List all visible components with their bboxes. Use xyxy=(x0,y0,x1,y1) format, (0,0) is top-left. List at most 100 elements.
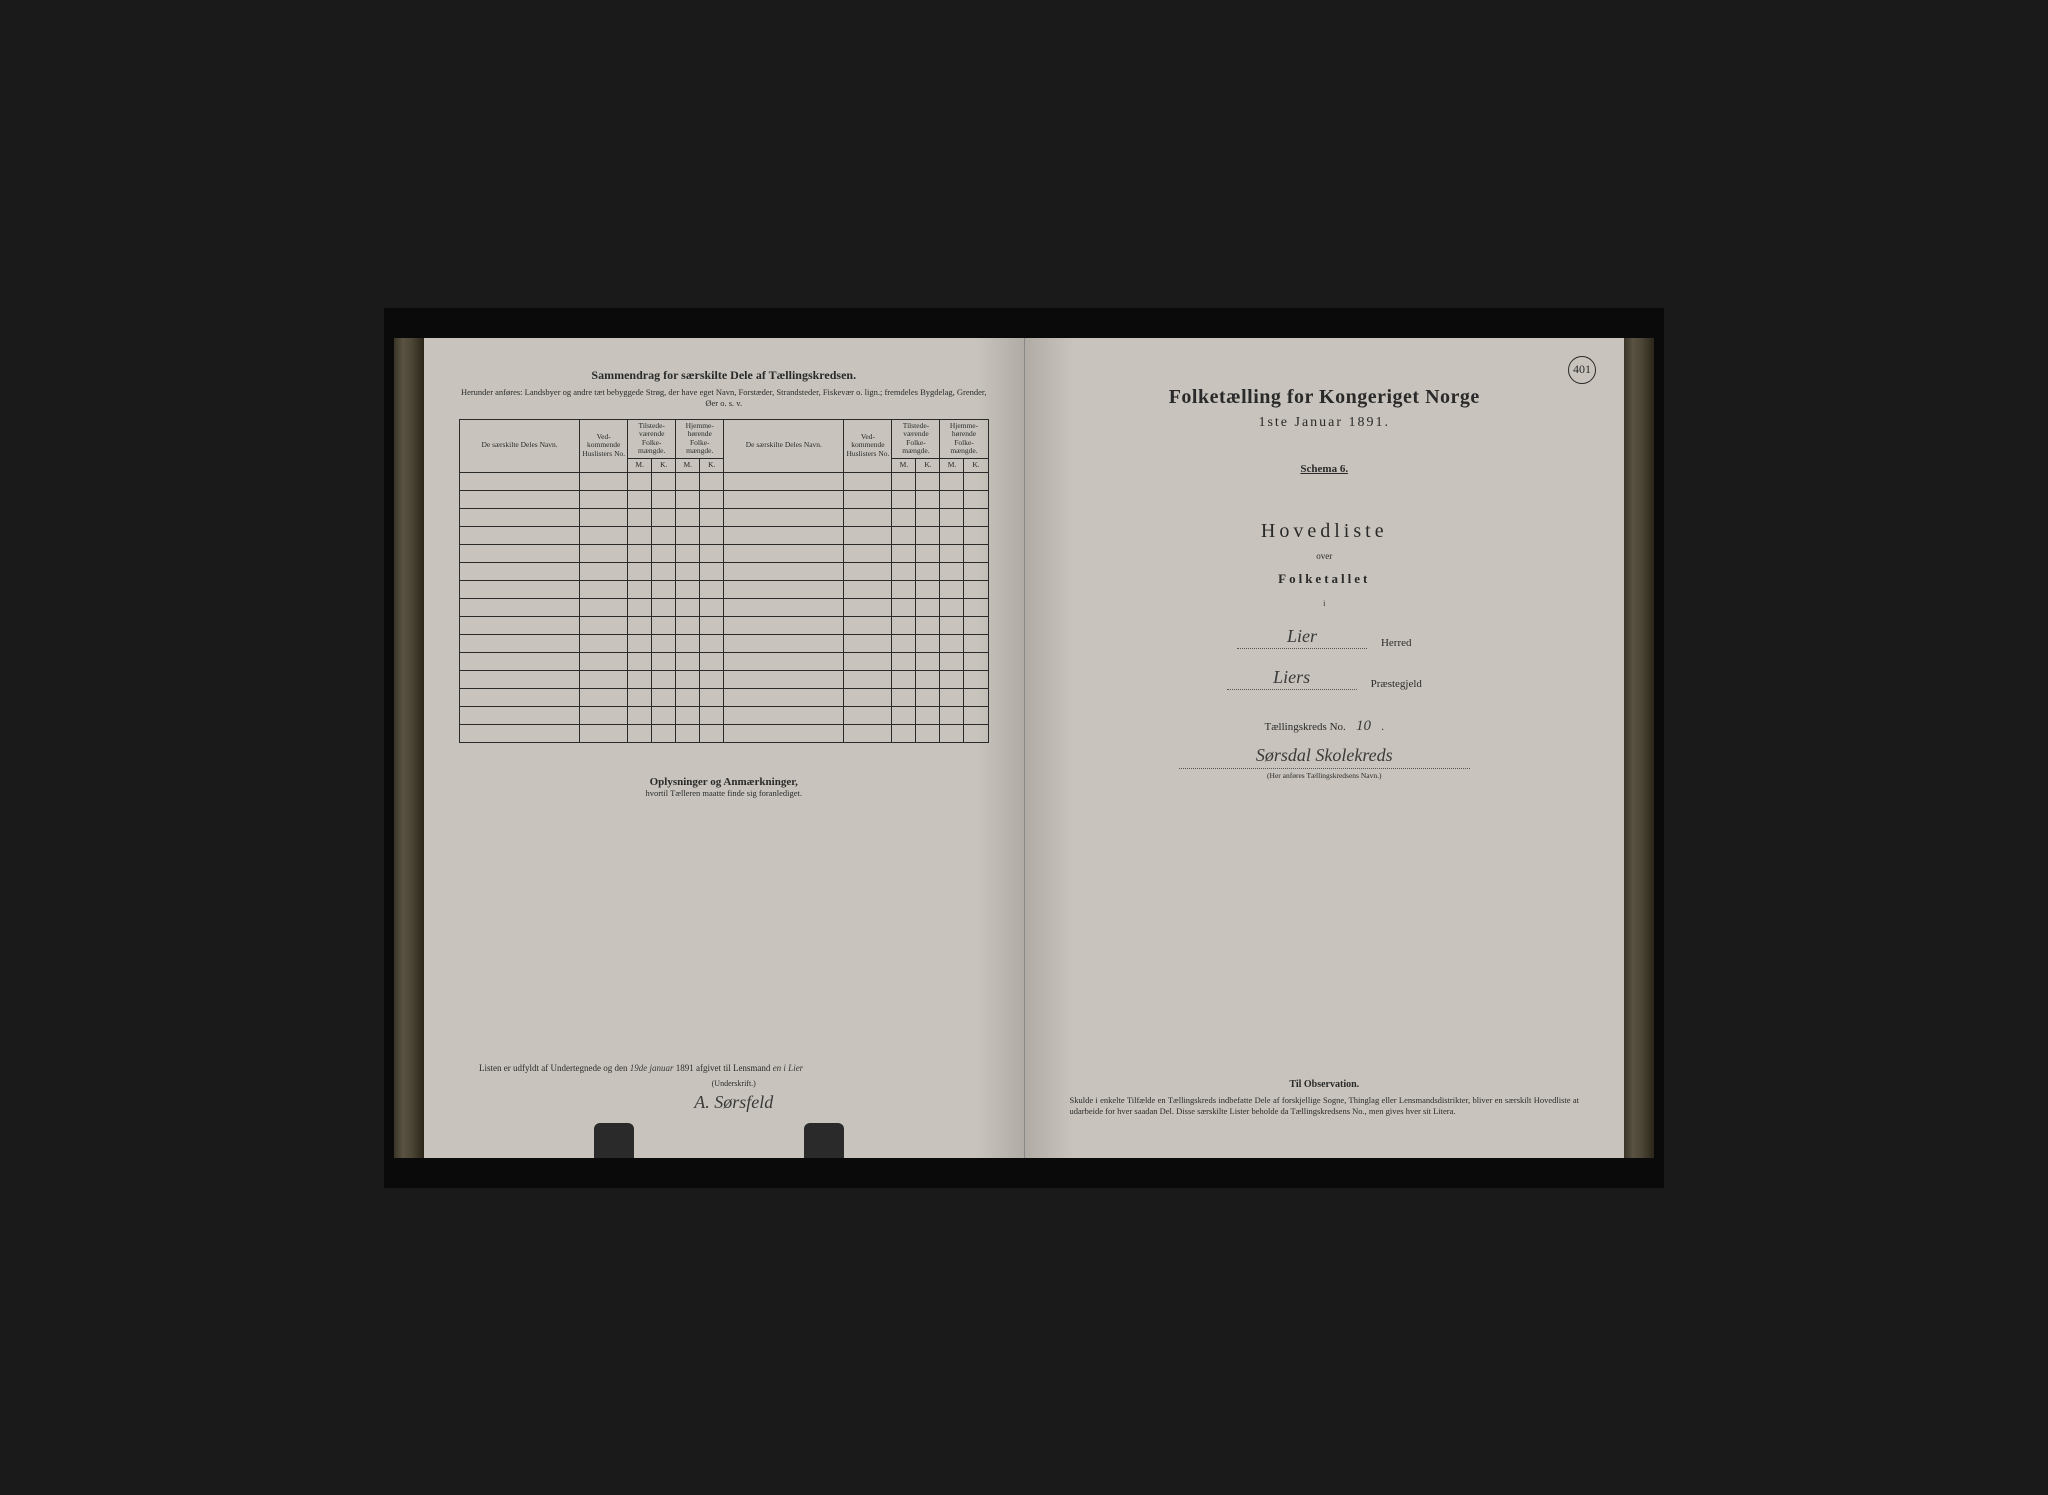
sig-prefix: Listen er udfyldt af Undertegnede og den xyxy=(479,1063,627,1073)
col-m: M. xyxy=(676,459,700,473)
table-cell xyxy=(940,706,964,724)
table-cell xyxy=(916,526,940,544)
sig-date: 19de januar xyxy=(630,1063,674,1073)
table-cell xyxy=(940,580,964,598)
table-cell xyxy=(580,508,628,526)
table-cell xyxy=(460,490,580,508)
table-row xyxy=(460,562,989,580)
herred-label: Herred xyxy=(1381,637,1412,649)
table-cell xyxy=(460,688,580,706)
table-cell xyxy=(724,724,844,742)
table-cell xyxy=(700,652,724,670)
table-cell xyxy=(628,580,652,598)
table-cell xyxy=(892,490,916,508)
table-cell xyxy=(460,508,580,526)
table-cell xyxy=(676,634,700,652)
table-cell xyxy=(724,688,844,706)
summary-subtitle: Herunder anføres: Landsbyer og andre tæt… xyxy=(459,387,989,409)
table-cell xyxy=(628,670,652,688)
table-cell xyxy=(724,544,844,562)
census-date: 1ste Januar 1891. xyxy=(1060,415,1590,431)
table-cell xyxy=(892,598,916,616)
table-cell xyxy=(580,634,628,652)
table-cell xyxy=(652,508,676,526)
table-cell xyxy=(700,724,724,742)
table-cell xyxy=(700,526,724,544)
table-cell xyxy=(892,706,916,724)
table-cell xyxy=(724,490,844,508)
table-cell xyxy=(652,688,676,706)
table-cell xyxy=(964,490,988,508)
table-cell xyxy=(460,670,580,688)
table-cell xyxy=(724,616,844,634)
table-cell xyxy=(964,634,988,652)
table-cell xyxy=(844,652,892,670)
table-cell xyxy=(940,670,964,688)
table-cell xyxy=(460,706,580,724)
table-cell xyxy=(724,472,844,490)
table-row xyxy=(460,706,989,724)
kreds-no: 10 xyxy=(1349,718,1379,735)
table-cell xyxy=(892,472,916,490)
table-cell xyxy=(964,580,988,598)
table-cell xyxy=(460,472,580,490)
table-cell xyxy=(964,562,988,580)
table-cell xyxy=(676,490,700,508)
table-cell xyxy=(460,526,580,544)
table-cell xyxy=(724,508,844,526)
table-cell xyxy=(916,652,940,670)
table-cell xyxy=(964,508,988,526)
table-cell xyxy=(940,562,964,580)
table-row xyxy=(460,580,989,598)
table-cell xyxy=(700,706,724,724)
table-cell xyxy=(700,616,724,634)
table-cell xyxy=(844,634,892,652)
table-cell xyxy=(964,670,988,688)
kreds-note: (Her anføres Tællingskredsens Navn.) xyxy=(1060,771,1590,780)
table-row xyxy=(460,688,989,706)
table-cell xyxy=(628,652,652,670)
table-cell xyxy=(964,526,988,544)
summary-title: Sammendrag for særskilte Dele af Tælling… xyxy=(459,368,989,383)
table-cell xyxy=(892,616,916,634)
table-row xyxy=(460,526,989,544)
summary-table: De særskilte Deles Navn. Ved-kommende Hu… xyxy=(459,419,989,743)
table-cell xyxy=(964,724,988,742)
table-cell xyxy=(652,526,676,544)
table-cell xyxy=(964,706,988,724)
oplys-sub: hvortil Tælleren maatte finde sig foranl… xyxy=(459,788,989,798)
praeste-row: Liers Præstegjeld xyxy=(1060,667,1590,690)
col-tilstede: Tilstede-værende Folke-mængde. xyxy=(628,419,676,459)
table-cell xyxy=(892,562,916,580)
table-cell xyxy=(844,508,892,526)
table-cell xyxy=(892,580,916,598)
table-cell xyxy=(580,526,628,544)
table-cell xyxy=(940,490,964,508)
observation-title: Til Observation. xyxy=(1060,1079,1590,1090)
underskrift-label: (Underskrift.) xyxy=(479,1079,989,1088)
table-cell xyxy=(628,616,652,634)
table-cell xyxy=(844,706,892,724)
table-cell xyxy=(652,544,676,562)
kreds-no-row: Tællingskreds No. 10 . xyxy=(1060,718,1590,735)
herred-row: Lier Herred xyxy=(1060,626,1590,649)
table-cell xyxy=(892,508,916,526)
table-cell xyxy=(676,562,700,580)
table-cell xyxy=(892,652,916,670)
table-cell xyxy=(964,652,988,670)
table-cell xyxy=(676,724,700,742)
table-row xyxy=(460,472,989,490)
table-row xyxy=(460,616,989,634)
table-cell xyxy=(676,652,700,670)
table-cell xyxy=(700,490,724,508)
table-cell xyxy=(916,670,940,688)
table-cell xyxy=(940,652,964,670)
table-cell xyxy=(892,670,916,688)
table-cell xyxy=(652,670,676,688)
table-cell xyxy=(844,580,892,598)
table-cell xyxy=(916,706,940,724)
col-k: K. xyxy=(916,459,940,473)
table-cell xyxy=(676,508,700,526)
page-number: 401 xyxy=(1568,356,1596,384)
table-cell xyxy=(628,706,652,724)
